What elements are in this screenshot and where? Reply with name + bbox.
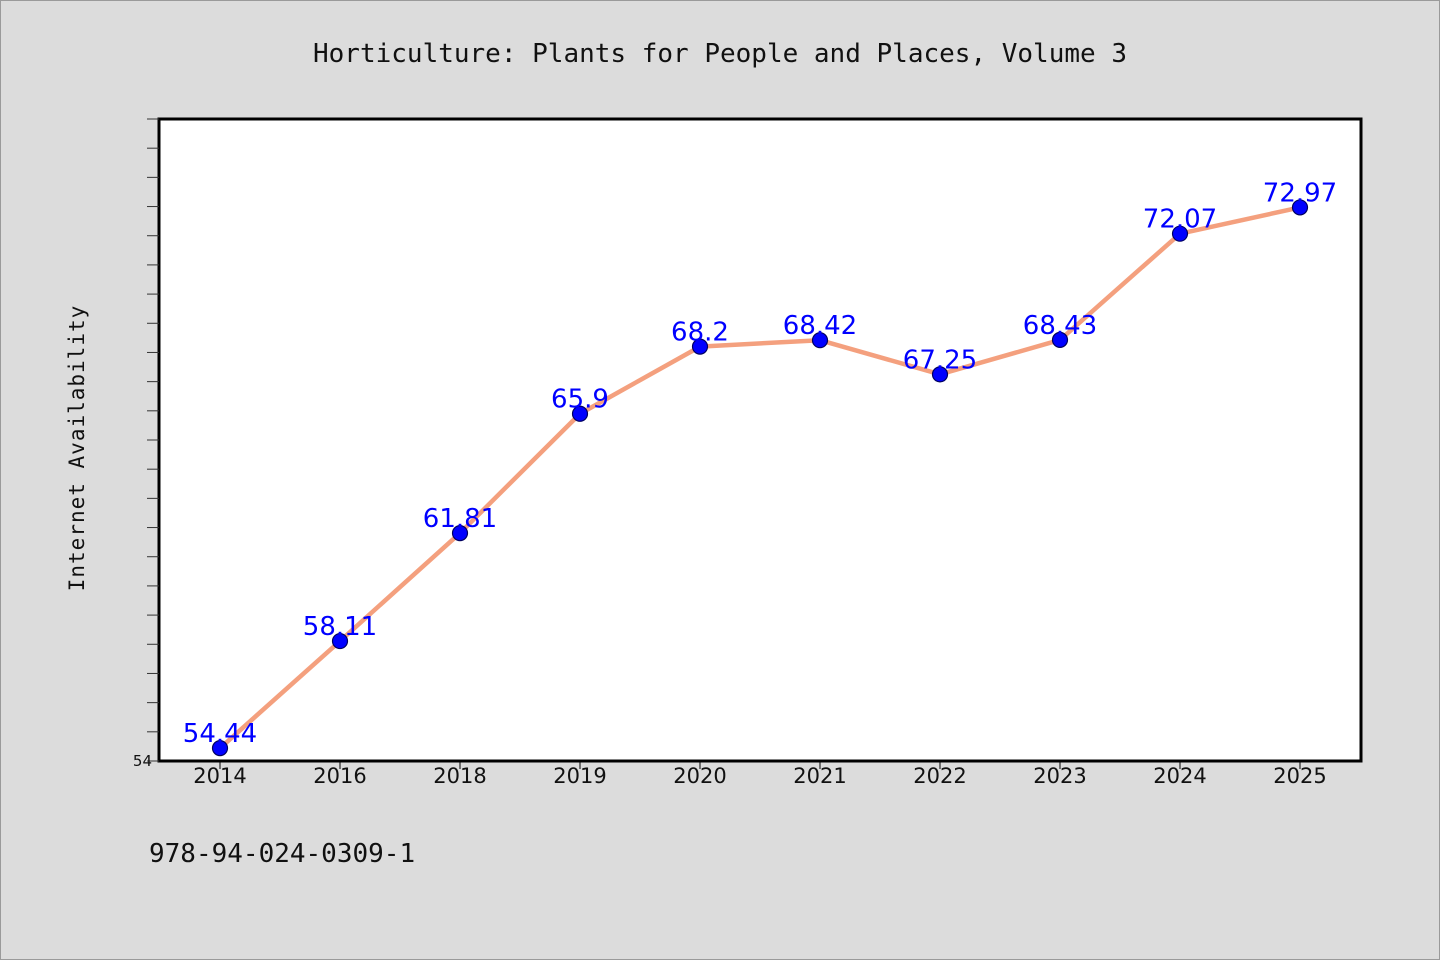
x-tick-label: 2018 — [433, 764, 486, 788]
data-point — [1171, 225, 1189, 242]
data-labels: 54.44 58.11 61.81 65.9 68.2 68.42 67.25 68.43 72… — [183, 178, 1337, 749]
isbn-footer: 978-94-024-0309-1 — [149, 839, 415, 869]
x-tick-label: 2025 — [1273, 764, 1326, 788]
data-point — [931, 366, 949, 383]
data-label: 67.25 — [903, 345, 977, 375]
data-label: 58.11 — [303, 612, 377, 642]
chart-title: Horticulture: Plants for People and Plac… — [313, 39, 1127, 69]
x-tick-label: 2022 — [913, 764, 966, 788]
y-tick-label: 54 — [133, 752, 152, 770]
x-tick-label: 2024 — [1153, 764, 1206, 788]
x-tick-label: 2020 — [673, 764, 726, 788]
x-axis-ticks: 2014 2016 2018 2019 2020 2021 2022 2023 2024 2025 — [193, 761, 1327, 788]
data-label: 54.44 — [183, 719, 257, 749]
data-point — [811, 332, 829, 349]
plot-area — [157, 117, 1363, 763]
data-label: 65.9 — [551, 385, 609, 415]
x-tick-label: 2019 — [553, 764, 606, 788]
data-label: 68.42 — [783, 311, 857, 341]
data-label: 68.43 — [1023, 311, 1097, 341]
x-tick-label: 2016 — [313, 764, 366, 788]
data-point — [331, 632, 349, 650]
data-label: 68.2 — [671, 318, 729, 348]
data-label: 61.81 — [423, 504, 497, 534]
x-tick-label: 2014 — [193, 764, 246, 788]
x-tick-label: 2021 — [793, 764, 846, 788]
x-tick-label: 2023 — [1033, 764, 1086, 788]
series-line — [217, 205, 1303, 751]
data-point — [1291, 199, 1309, 216]
data-point — [211, 740, 229, 757]
y-axis-ticks: 54 — [133, 118, 159, 770]
series-line-group — [217, 205, 1303, 751]
data-point — [571, 405, 589, 422]
data-point — [691, 338, 709, 355]
data-label: 72.97 — [1263, 178, 1337, 208]
data-point — [1051, 331, 1069, 349]
y-axis-label: Internet Availability — [65, 305, 89, 592]
data-label: 72.07 — [1143, 205, 1217, 235]
data-markers — [211, 199, 1309, 757]
data-point — [451, 524, 469, 542]
